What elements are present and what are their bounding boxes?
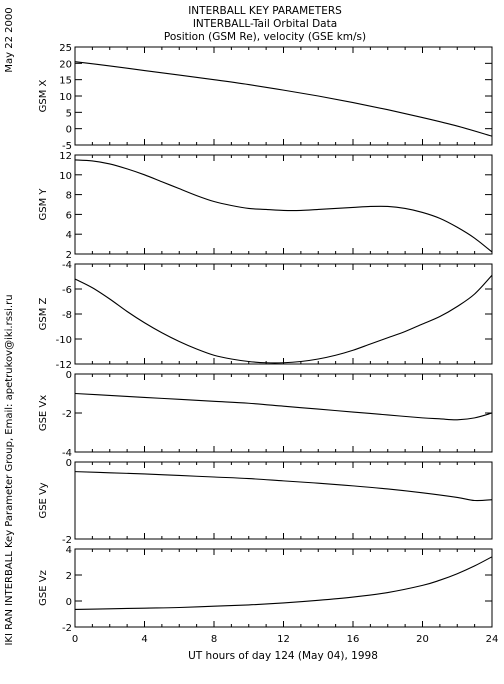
y-tick-label: 15 [59,76,72,87]
y-tick-label: 10 [59,171,72,182]
series-line [74,61,493,137]
y-tick-label: 0 [66,597,72,608]
y-axis-label: GSM Y [38,188,49,221]
y-tick-label: 12 [59,151,72,162]
x-tick-label: 16 [347,634,360,645]
series-line [74,392,493,421]
x-tick-label: 8 [211,634,217,645]
x-tick-label: 20 [416,634,429,645]
x-tick-label: 4 [141,634,147,645]
series-line [74,274,493,364]
x-tick-label: 0 [72,634,78,645]
y-tick-label: 25 [59,43,72,54]
y-axis-label: GSM Z [38,297,49,330]
panel-frame [74,263,493,365]
y-axis-label: GSE Vz [38,570,49,606]
y-tick-label: 2 [66,571,72,582]
y-tick-label: -2 [62,535,72,546]
series-line [74,556,493,610]
x-tick-label: 24 [486,634,499,645]
y-tick-label: 4 [66,545,72,556]
panel-frame [74,373,493,453]
y-tick-label: -2 [62,623,72,634]
y-tick-label: -4 [62,260,72,271]
side-credit: IKI RAN INTERBALL Key Parameter Group, E… [4,294,15,645]
y-tick-label: -5 [62,141,72,152]
y-tick-label: 0 [66,370,72,381]
panel-frame [74,154,493,255]
header-units: Position (GSM Re), velocity (GSE km/s) [164,31,366,43]
panel-frame [74,46,493,146]
y-tick-label: 4 [66,230,72,241]
y-tick-label: 5 [66,108,72,119]
y-axis-label: GSE Vx [38,395,49,431]
side-date: May 22 2000 [4,7,15,72]
header-title: INTERBALL KEY PARAMETERS [188,5,342,17]
series-line [74,471,493,502]
y-tick-label: 2 [66,250,72,261]
y-tick-label: -8 [62,310,72,321]
x-tick-label: 12 [277,634,290,645]
y-axis-label: GSM X [38,79,49,112]
x-axis-label: UT hours of day 124 (May 04), 1998 [188,650,378,662]
y-tick-label: 8 [66,191,72,202]
y-tick-label: -10 [56,335,72,346]
y-tick-label: 0 [66,458,72,469]
y-tick-label: 6 [66,210,72,221]
y-tick-label: -2 [62,409,72,420]
y-axis-label: GSE Vy [38,482,49,518]
series-line [74,159,493,253]
y-tick-label: -4 [62,448,72,459]
header-subtitle: INTERBALL-Tail Orbital Data [193,18,337,30]
panel-frame [74,548,493,628]
y-tick-label: -6 [62,285,72,296]
y-tick-label: 20 [59,59,72,70]
y-tick-label: -12 [56,360,72,371]
y-tick-label: 10 [59,92,72,103]
y-tick-label: 0 [66,125,72,136]
